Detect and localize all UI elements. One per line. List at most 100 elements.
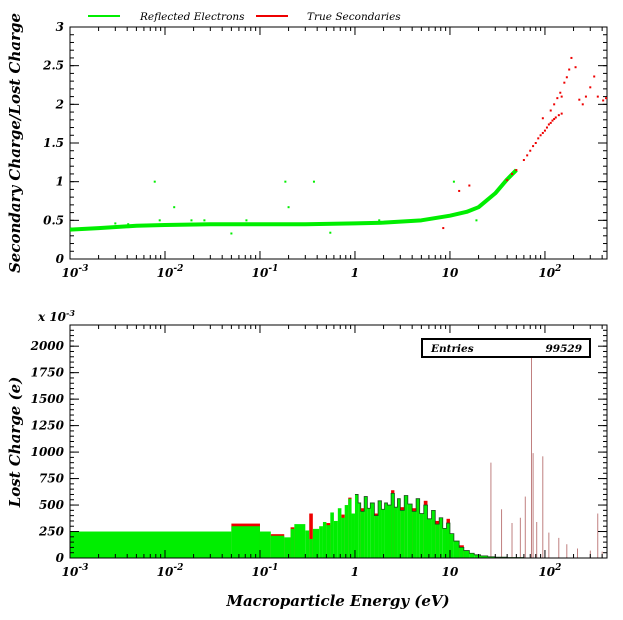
top-scatter-data [69, 56, 608, 235]
true-secondaries-point [563, 81, 566, 84]
reflected-electrons-bin [387, 505, 392, 558]
reflected-electrons-bin [442, 528, 447, 558]
reflected-electrons-point [203, 219, 206, 222]
reflected-electrons-bin [487, 556, 496, 558]
true-secondaries-point [506, 179, 509, 182]
y-tick-label: 750 [39, 472, 65, 486]
true-secondaries-point [551, 119, 554, 122]
y-tick-label: 1250 [31, 419, 65, 433]
reflected-electrons-point [173, 206, 176, 209]
reflected-electrons-bin [384, 502, 388, 558]
reflected-electrons-bin [367, 508, 371, 558]
reflected-electrons-bin [435, 524, 440, 558]
histogram-outline [354, 492, 524, 558]
reflected-electrons-bin [70, 531, 232, 558]
x-tick-label: 102 [538, 563, 561, 579]
top-axis-ticks: 0 0.5 1 1.5 2 2.5 3 10-3 10-2 10-1 1 10 102 [42, 20, 607, 280]
true-secondaries-point [554, 116, 557, 119]
reflected-electrons-bin [391, 493, 395, 558]
top-panel: 0 0.5 1 1.5 2 2.5 3 10-3 10-2 10-1 1 10 102 Secondar… [6, 11, 608, 280]
true-secondaries-point [553, 118, 556, 121]
reflected-electrons-bin [453, 541, 460, 558]
x-tick-label: 102 [538, 264, 561, 280]
y-tick-label: 2 [55, 97, 64, 111]
reflected-electrons-point [452, 180, 455, 183]
y-tick-label: 500 [39, 498, 65, 512]
y-multiplier-label: x 10-3 [37, 308, 75, 324]
reflected-electrons-bin [394, 507, 398, 558]
reflected-electrons-point [378, 219, 381, 222]
reflected-electrons-curve [69, 168, 518, 232]
reflected-electrons-point [284, 180, 287, 183]
reflected-electrons-bin [400, 510, 405, 558]
bottom-y-axis-label: Lost Charge (e) [6, 377, 24, 509]
reflected-electrons-bin [439, 517, 443, 558]
reflected-electrons-bin [344, 505, 349, 558]
true-secondaries-point [560, 95, 563, 98]
reflected-electrons-bin [330, 512, 334, 558]
reflected-electrons-point [287, 206, 290, 209]
true-secondaries-point [545, 126, 548, 129]
reflected-electrons-bin [351, 513, 355, 558]
true-secondaries-point [442, 227, 445, 230]
y-tick-label: 0.5 [43, 213, 64, 227]
reflected-electrons-point [312, 180, 315, 183]
reflected-electrons-bin [333, 520, 338, 558]
y-tick-label: 250 [38, 525, 65, 539]
true-secondaries-point [549, 121, 552, 124]
true-secondaries-point [557, 114, 560, 117]
reflected-electrons-bin [469, 553, 475, 558]
reflected-electrons-bin [449, 533, 454, 558]
reflected-electrons-bin [270, 535, 285, 558]
reflected-electrons-bin [474, 554, 481, 558]
reflected-electrons-point [114, 222, 117, 225]
true-secondaries-point [570, 56, 573, 59]
true-secondaries-point [534, 142, 537, 144]
true-secondaries-point [596, 95, 599, 98]
reflected-electrons-bin [354, 494, 359, 558]
reflected-electrons-bin [416, 498, 420, 558]
y-tick-label: 2000 [30, 339, 65, 353]
y-tick-label: 1 [56, 175, 64, 189]
reflected-electrons-bin [463, 550, 470, 558]
reflected-electrons-bin [360, 511, 365, 558]
bottom-axis-ticks: 0 250 500 750 1000 1250 1500 1750 2000 10-3 10-2 10… [30, 324, 607, 579]
true-secondaries-point [560, 112, 563, 115]
y-tick-label: 0 [56, 252, 65, 266]
reflected-electrons-bin [290, 528, 295, 558]
y-tick-label: 3 [56, 20, 64, 34]
x-tick-label: 10 [442, 266, 459, 280]
true-secondaries-point [593, 75, 596, 78]
reflected-electrons-point [475, 219, 478, 222]
reflected-electrons-point [127, 223, 130, 226]
reflected-electrons-bin [364, 496, 368, 558]
true-secondaries-bin [309, 513, 313, 558]
reflected-electrons-point [329, 231, 332, 234]
legend-label-reflected: Reflected Electrons [139, 11, 245, 23]
reflected-electrons-bin [326, 525, 331, 558]
true-secondaries-point [565, 76, 568, 79]
bottom-panel: 0 250 500 750 1000 1250 1500 1750 2000 10-3 10-2 10… [6, 308, 608, 610]
reflected-electrons-bin [431, 510, 436, 558]
reflected-electrons-bin [309, 538, 313, 558]
true-secondaries-point [541, 117, 544, 120]
true-secondaries-point [526, 154, 529, 157]
reflected-electrons-bin [397, 498, 401, 558]
true-secondaries-point [515, 169, 518, 172]
x-tick-label: 10-1 [252, 264, 279, 280]
true-secondaries-point [539, 134, 542, 137]
y-tick-label: 1000 [31, 445, 65, 459]
reflected-electrons-point [245, 219, 248, 222]
true-secondaries-point [468, 184, 471, 187]
reflected-electrons-bin [446, 523, 450, 558]
stats-entries-label: Entries [430, 343, 474, 355]
reflected-electrons-bin [423, 505, 428, 558]
true-secondaries-point [568, 68, 571, 71]
x-tick-label: 10 [442, 565, 459, 579]
reflected-electrons-bin [259, 531, 271, 558]
true-secondaries-point [605, 97, 608, 100]
true-secondaries-point [559, 91, 562, 94]
reflected-electrons-bin [480, 555, 488, 558]
reflected-electrons-bin [305, 530, 310, 558]
